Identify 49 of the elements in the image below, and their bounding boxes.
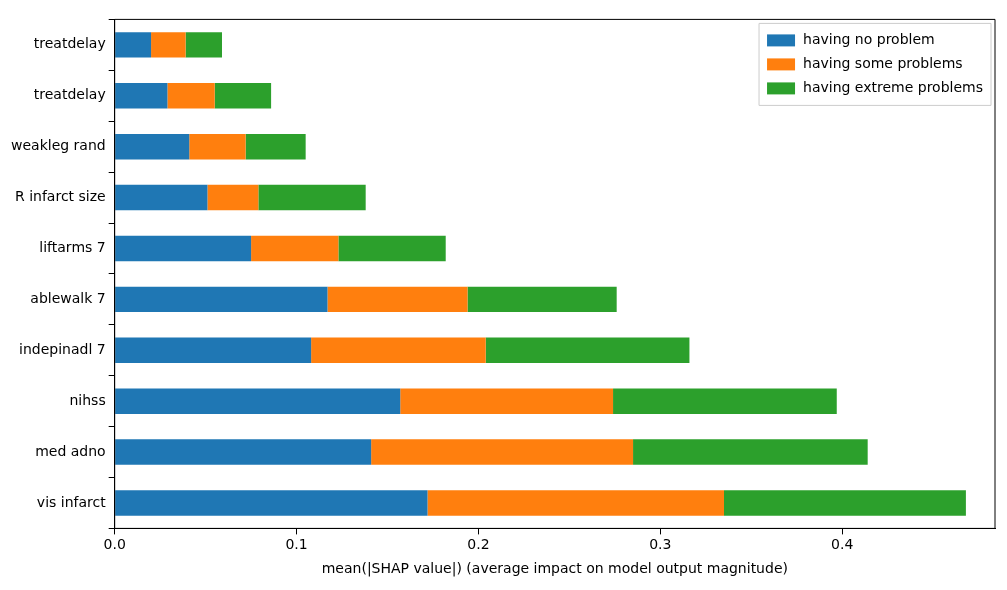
bar	[189, 133, 246, 160]
bar	[245, 133, 306, 160]
bar	[633, 439, 868, 465]
x-tick-label: 0.3	[649, 536, 672, 553]
y-tick-label: vis infarct	[36, 493, 107, 510]
x-tick-label: 0.0	[103, 536, 126, 553]
bar	[258, 184, 366, 211]
y-tick-label: treatdelay	[33, 35, 106, 52]
bar	[185, 32, 222, 58]
bar	[115, 439, 372, 465]
bar	[251, 235, 339, 262]
bar	[115, 184, 208, 211]
bar	[214, 83, 272, 109]
y-tick-label: treatdelay	[33, 86, 106, 103]
bar	[613, 388, 837, 414]
y-tick-label: ablewalk 7	[30, 289, 106, 306]
bar	[371, 439, 634, 465]
bar	[115, 286, 328, 313]
bar	[115, 83, 168, 109]
x-tick-label: 0.2	[467, 536, 490, 553]
x-tick-label: 0.4	[831, 536, 854, 553]
bar	[327, 286, 468, 313]
bar	[467, 286, 617, 313]
bar	[723, 490, 966, 516]
bar	[115, 337, 312, 363]
bar	[115, 133, 190, 160]
legend-label: having extreme problems	[803, 79, 984, 96]
x-tick-label: 0.1	[285, 536, 308, 553]
y-tick-label: nihss	[69, 391, 106, 408]
bar	[485, 337, 690, 363]
bar	[207, 184, 259, 211]
bar	[400, 388, 614, 414]
legend-label: having no problem	[803, 31, 935, 48]
bar	[151, 32, 186, 58]
bar	[115, 388, 401, 414]
y-tick-label: weakleg rand	[11, 137, 106, 154]
bar	[338, 235, 446, 262]
y-tick-label: R infarct size	[15, 188, 106, 205]
bar	[115, 235, 252, 262]
y-tick-label: liftarms 7	[39, 239, 106, 256]
y-tick-label: indepinadl 7	[19, 340, 106, 357]
bar	[167, 83, 215, 109]
bar	[311, 337, 486, 363]
legend-label: having some problems	[803, 55, 963, 72]
y-tick-label: med adno	[35, 442, 106, 459]
bar	[427, 490, 724, 516]
bar	[115, 490, 428, 516]
bar	[115, 32, 152, 58]
x-axis-title: mean(|SHAP value|) (average impact on model output magnitude)	[321, 560, 788, 578]
